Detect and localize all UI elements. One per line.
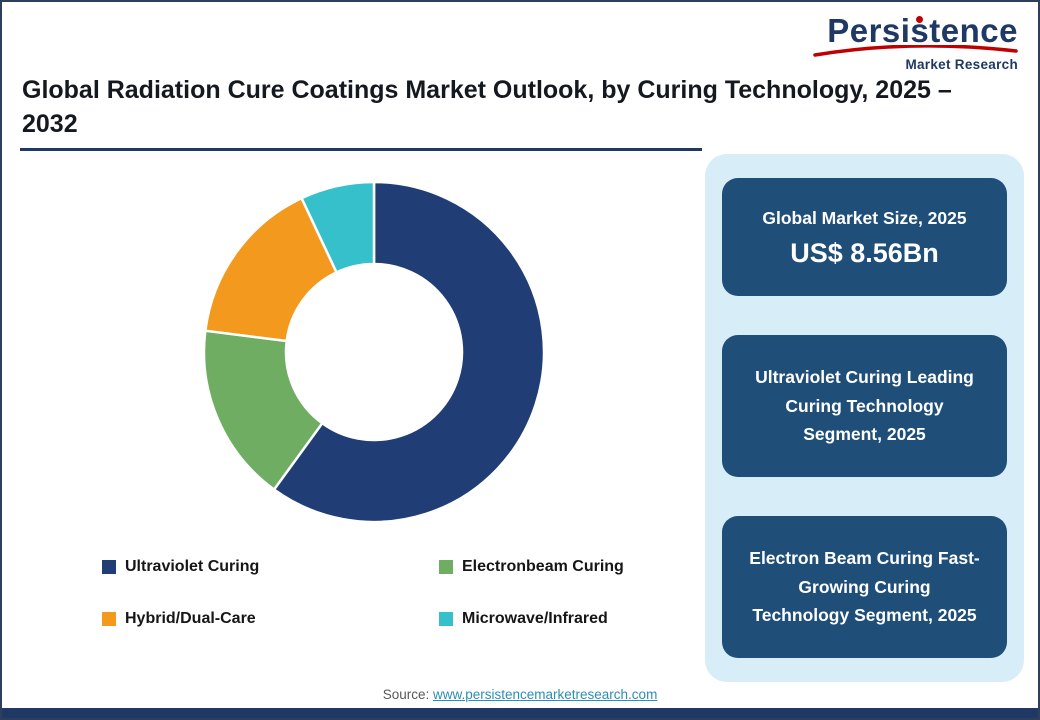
market-size-card: Global Market Size, 2025 US$ 8.56Bn <box>722 178 1007 296</box>
donut-chart-area <box>188 166 560 538</box>
legend-label: Microwave/Infrared <box>462 610 608 627</box>
brand-red-dot <box>915 16 923 23</box>
legend-swatch-microwave <box>439 612 453 626</box>
fast-growing-segment-card: Electron Beam Curing Fast-Growing Curing… <box>722 516 1007 658</box>
donut-slice-0 <box>272 180 546 524</box>
fast-growing-segment-text: Electron Beam Curing Fast-Growing Curing… <box>749 547 980 626</box>
page-title: Global Radiation Cure Coatings Market Ou… <box>22 76 952 138</box>
legend-item-hybrid: Hybrid/Dual-Care <box>102 610 439 628</box>
legend-swatch-hybrid <box>102 612 116 626</box>
market-size-value: US$ 8.56Bn <box>790 238 939 269</box>
title-divider <box>20 148 702 151</box>
leading-segment-text: Ultraviolet Curing Leading Curing Techno… <box>755 366 974 445</box>
bottom-accent-bar <box>2 708 1038 718</box>
source-label: Source: <box>382 687 430 702</box>
donut-slice-3 <box>299 180 376 275</box>
market-size-heading: Global Market Size, 2025 <box>762 207 967 228</box>
brand-name: Persistence <box>827 13 1018 49</box>
brand-swoosh-icon <box>813 44 1018 57</box>
legend-item-electronbeam: Electronbeam Curing <box>439 558 624 576</box>
highlights-panel: Global Market Size, 2025 US$ 8.56Bn Ultr… <box>705 154 1024 682</box>
legend-item-ultraviolet: Ultraviolet Curing <box>102 558 439 576</box>
legend-label: Ultraviolet Curing <box>125 558 260 575</box>
source-link[interactable]: www.persistencemarketresearch.com <box>432 687 658 702</box>
legend-swatch-electronbeam <box>439 560 453 574</box>
leading-segment-card: Ultraviolet Curing Leading Curing Techno… <box>722 335 1007 477</box>
legend-swatch-ultraviolet <box>102 560 116 574</box>
chart-legend: Ultraviolet Curing Electronbeam Curing H… <box>102 558 624 628</box>
legend-item-microwave: Microwave/Infrared <box>439 610 624 628</box>
legend-label: Hybrid/Dual-Care <box>125 610 256 627</box>
legend-label: Electronbeam Curing <box>462 558 624 575</box>
source-line: Source: www.persistencemarketresearch.co… <box>2 687 1038 702</box>
brand-subtitle: Market Research <box>905 56 1018 72</box>
brand-logo: Persistence Market Research <box>813 13 1018 72</box>
donut-chart <box>202 180 546 524</box>
